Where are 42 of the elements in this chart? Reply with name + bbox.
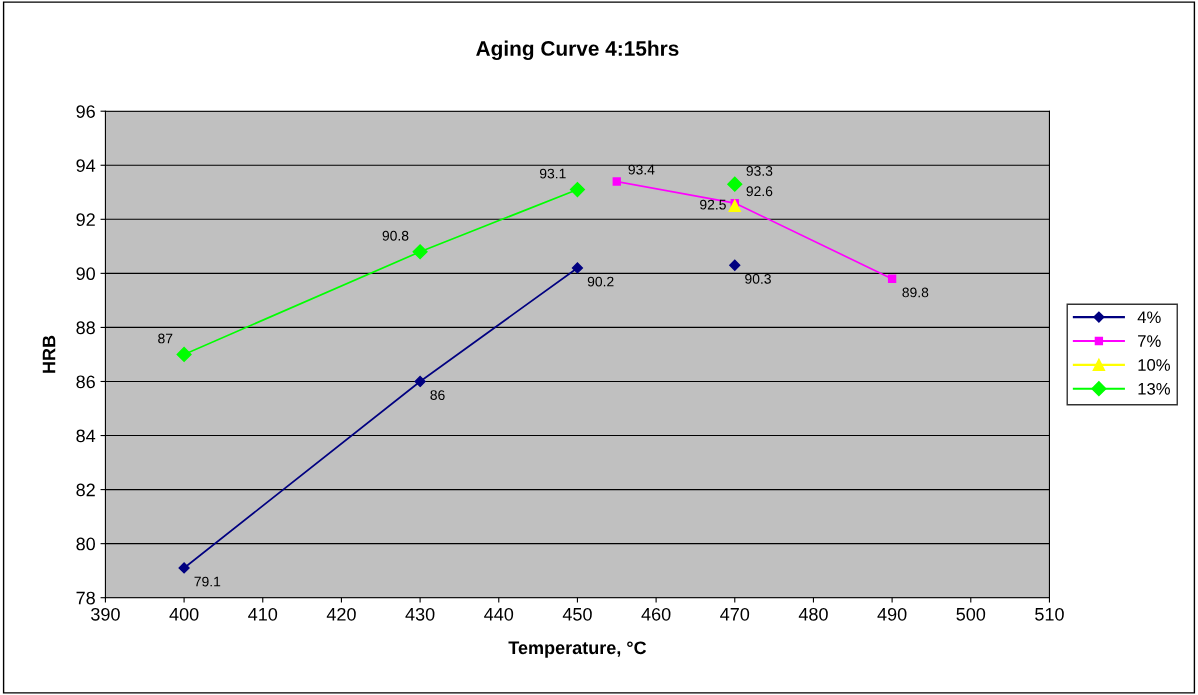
data-label: 92.6 [746, 186, 773, 197]
y-tick-label: 88 [76, 321, 95, 335]
x-tick-label: 450 [562, 607, 592, 621]
data-label: 92.5 [700, 199, 726, 210]
data-label: 93.4 [628, 164, 655, 175]
x-tick-label: 420 [326, 607, 356, 621]
x-tick-label: 400 [169, 607, 199, 621]
legend-label: 10% [1138, 359, 1170, 371]
x-tick-label: 430 [405, 607, 435, 621]
legend-label: 4% [1137, 311, 1161, 324]
x-tick-label: 490 [877, 607, 907, 621]
x-tick-label: 390 [91, 607, 120, 621]
x-tick-label: 510 [1035, 607, 1064, 621]
y-tick-label: 80 [76, 537, 95, 551]
legend-label: 13% [1138, 382, 1170, 395]
y-tick-label: 94 [76, 159, 96, 172]
data-label: 93.3 [746, 166, 773, 176]
data-label: 87 [158, 333, 173, 344]
y-tick-label: 90 [76, 267, 95, 281]
y-tick-label: 84 [76, 429, 96, 443]
y-tick-label: 96 [76, 105, 95, 118]
data-label: 90.2 [587, 276, 614, 287]
data-label: 79.1 [194, 576, 221, 587]
data-label: 89.8 [902, 287, 929, 298]
x-axis-title: Temperature, °C [508, 641, 647, 658]
y-tick-label: 82 [76, 483, 95, 497]
legend-label: 7% [1138, 335, 1161, 347]
y-tick-label: 92 [76, 213, 95, 227]
x-tick-label: 440 [484, 607, 514, 621]
y-tick-label: 86 [76, 375, 95, 389]
data-label: 90.8 [382, 230, 409, 241]
y-tick-label: 78 [76, 591, 95, 605]
x-tick-label: 410 [248, 607, 278, 621]
chart-title: Aging Curve 4:15hrs [476, 40, 679, 61]
data-label: 86 [430, 390, 445, 401]
x-tick-label: 460 [641, 607, 671, 621]
data-label: 90.3 [745, 273, 771, 284]
x-tick-label: 470 [720, 607, 750, 621]
x-tick-label: 500 [956, 607, 986, 621]
y-axis-title: HRB [42, 335, 56, 373]
data-label: 93.1 [539, 168, 566, 179]
x-tick-label: 480 [798, 607, 828, 621]
